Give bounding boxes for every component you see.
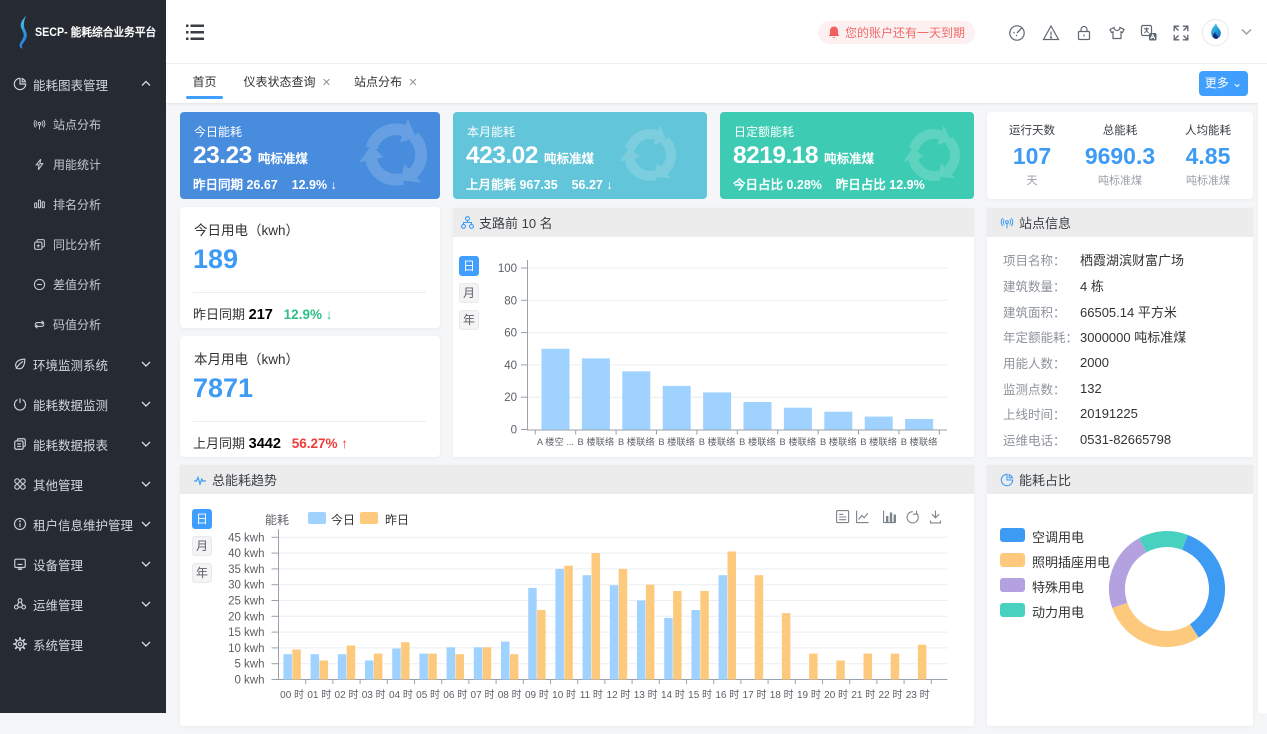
- svg-text:22 时: 22 时: [879, 689, 903, 701]
- svg-text:25 kwh: 25 kwh: [228, 596, 264, 608]
- svg-text:10 时: 10 时: [552, 689, 576, 701]
- svg-text:07 时: 07 时: [471, 689, 495, 701]
- svg-text:18 时: 18 时: [770, 689, 794, 701]
- svg-text:5 kwh: 5 kwh: [234, 659, 264, 671]
- svg-text:23 时: 23 时: [906, 689, 930, 701]
- svg-text:B 楼联络: B 楼联络: [901, 436, 938, 447]
- svg-text:60: 60: [504, 328, 517, 340]
- svg-text:A 楼空 ...: A 楼空 ...: [537, 436, 574, 447]
- svg-text:08 时: 08 时: [498, 689, 522, 701]
- svg-text:04 时: 04 时: [389, 689, 413, 701]
- svg-text:17 时: 17 时: [743, 689, 767, 701]
- svg-text:10 kwh: 10 kwh: [228, 643, 264, 655]
- svg-text:0: 0: [511, 425, 517, 437]
- svg-text:12 时: 12 时: [607, 689, 631, 701]
- svg-text:16 时: 16 时: [715, 689, 739, 701]
- svg-text:40: 40: [504, 360, 517, 372]
- svg-text:09 时: 09 时: [525, 689, 549, 701]
- svg-text:B 楼联络: B 楼联络: [618, 436, 655, 447]
- svg-text:40 kwh: 40 kwh: [228, 548, 264, 560]
- svg-text:02 时: 02 时: [335, 689, 359, 701]
- svg-text:05 时: 05 时: [416, 689, 440, 701]
- svg-text:00 时: 00 时: [280, 689, 304, 701]
- svg-text:11 时: 11 时: [580, 689, 603, 701]
- svg-text:15 时: 15 时: [688, 689, 712, 701]
- svg-text:B 楼联络: B 楼联络: [739, 436, 776, 447]
- svg-text:20: 20: [504, 392, 517, 404]
- svg-text:21 时: 21 时: [851, 689, 875, 701]
- svg-text:03 时: 03 时: [362, 689, 386, 701]
- svg-text:30 kwh: 30 kwh: [228, 580, 264, 592]
- svg-text:13 时: 13 时: [634, 689, 658, 701]
- svg-text:15 kwh: 15 kwh: [228, 627, 264, 639]
- svg-text:100: 100: [498, 263, 517, 275]
- svg-text:06 时: 06 时: [443, 689, 467, 701]
- svg-text:35 kwh: 35 kwh: [228, 564, 264, 576]
- svg-text:B 楼联络: B 楼联络: [578, 436, 615, 447]
- svg-text:45 kwh: 45 kwh: [228, 532, 264, 544]
- svg-text:B 楼联络: B 楼联络: [780, 436, 817, 447]
- svg-text:20 时: 20 时: [824, 689, 848, 701]
- svg-text:01 时: 01 时: [307, 689, 331, 701]
- svg-text:19 时: 19 时: [797, 689, 821, 701]
- svg-text:B 楼联络: B 楼联络: [820, 436, 857, 447]
- svg-text:B 楼联络: B 楼联络: [860, 436, 897, 447]
- svg-text:14 时: 14 时: [661, 689, 685, 701]
- svg-text:B 楼联络: B 楼联络: [658, 436, 695, 447]
- svg-text:80: 80: [504, 295, 517, 307]
- svg-text:20 kwh: 20 kwh: [228, 611, 264, 623]
- svg-text:B 楼联络: B 楼联络: [699, 436, 736, 447]
- svg-text:0 kwh: 0 kwh: [234, 675, 264, 687]
